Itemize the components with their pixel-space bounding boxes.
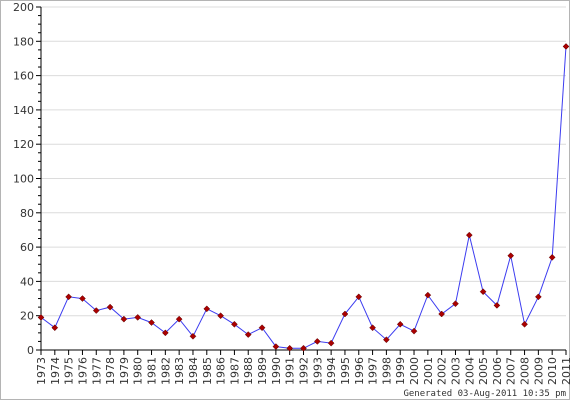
y-tick-label: 40 (20, 275, 34, 288)
data-point-marker (438, 310, 446, 318)
x-tick-label: 2007 (505, 357, 518, 385)
series-line (40, 46, 567, 349)
data-point-marker (521, 320, 528, 328)
data-point-marker (92, 307, 100, 314)
x-tick-label: 1990 (270, 357, 283, 385)
x-tick-label: 2008 (519, 357, 532, 385)
x-tick-labels: 1973 1974 1975 1976 1977 1978 1979 1980 1981 1982… (35, 357, 570, 385)
data-point-marker (548, 254, 556, 261)
data-point-marker (231, 320, 238, 328)
y-tick-label: 100 (13, 173, 34, 186)
data-point-marker (369, 324, 376, 332)
data-point-marker (203, 305, 211, 313)
x-tick-label: 1988 (242, 357, 255, 385)
data-point-marker (272, 343, 280, 350)
y-tick-label: 180 (13, 35, 34, 48)
y-tick-labels: 0 20 40 60 80 100 120 140 160 180 200 (13, 1, 34, 357)
data-point-marker (120, 315, 128, 323)
data-point-marker (383, 336, 390, 344)
x-tick-label: 2003 (449, 357, 462, 385)
x-tick-label: 1982 (159, 357, 172, 385)
data-point-marker (37, 314, 45, 321)
data-point-marker (106, 303, 114, 311)
data-point-marker (452, 300, 459, 308)
x-tick-label: 2001 (422, 357, 435, 385)
x-tick-label: 2009 (532, 357, 545, 385)
data-point-marker (327, 339, 335, 347)
y-tick-label: 60 (20, 241, 34, 254)
x-tick-label: 2004 (463, 357, 476, 385)
axes (36, 6, 567, 355)
data-point-marker (355, 293, 363, 301)
data-point-marker (424, 291, 432, 299)
data-point-marker (148, 319, 155, 326)
x-tick-label: 1976 (76, 357, 89, 385)
data-point-marker (410, 327, 418, 335)
y-tick-label: 140 (13, 104, 34, 117)
data-point-marker (258, 324, 266, 332)
data-point-marker (217, 312, 224, 320)
x-tick-label: 1979 (118, 357, 131, 385)
x-tick-label: 1998 (380, 357, 393, 385)
data-point-marker (286, 344, 294, 352)
x-tick-label: 1993 (311, 357, 324, 385)
data-point-marker (313, 338, 321, 345)
x-tick-label: 1974 (49, 357, 62, 385)
x-tick-label: 1985 (201, 357, 214, 385)
y-tick-label: 160 (13, 70, 34, 83)
x-tick-label: 1994 (325, 357, 338, 385)
data-point-marker (51, 324, 59, 332)
y-tick-label: 20 (20, 310, 34, 323)
x-tick-label: 1996 (353, 357, 366, 385)
x-tick-label: 2005 (477, 357, 490, 385)
x-tick-label: 2011 (560, 357, 570, 385)
x-tick-label: 1975 (63, 357, 76, 385)
data-point-marker (493, 302, 501, 309)
x-tick-label: 1981 (146, 357, 159, 385)
data-point-marker (161, 329, 169, 337)
x-tick-label: 1977 (90, 357, 103, 385)
data-point-marker (244, 331, 252, 338)
gridlines (41, 6, 566, 317)
x-tick-label: 1978 (104, 357, 117, 385)
data-point-marker (134, 314, 142, 321)
data-point-marker (507, 252, 515, 260)
x-tick-label: 2010 (546, 357, 559, 385)
x-tick-label: 1999 (394, 357, 407, 385)
y-tick-label: 0 (27, 344, 34, 357)
x-tick-label: 2000 (408, 357, 421, 385)
x-tick-label: 2006 (491, 357, 504, 385)
x-tick-label: 1995 (339, 357, 352, 385)
x-tick-label: 1986 (215, 357, 228, 385)
x-tick-label: 1997 (367, 357, 380, 385)
data-point-marker (535, 293, 542, 301)
data-point-marker (79, 295, 86, 302)
y-tick-label: 80 (20, 207, 34, 220)
x-tick-label: 1989 (256, 357, 269, 385)
data-point-marker (479, 288, 487, 296)
x-tick-label: 1973 (35, 357, 48, 385)
x-tick-label: 2002 (436, 357, 449, 385)
data-point-marker (189, 332, 197, 340)
data-point-marker (341, 310, 349, 318)
generated-timestamp: Generated 03-Aug-2011 10:35 pm (403, 389, 566, 399)
x-tick-label: 1983 (173, 357, 186, 385)
x-tick-label: 1987 (228, 357, 241, 385)
data-point-marker (562, 43, 570, 50)
x-tick-label: 1980 (132, 357, 145, 385)
data-point-marker (465, 231, 473, 239)
data-point-marker (65, 293, 72, 301)
y-tick-label: 200 (13, 1, 34, 14)
series-layer (37, 43, 570, 352)
data-point-marker (175, 315, 183, 323)
x-tick-label: 1992 (298, 357, 311, 385)
y-tick-label: 120 (13, 138, 34, 151)
data-point-marker (300, 344, 307, 352)
x-tick-label: 1991 (284, 357, 297, 385)
data-point-marker (396, 320, 404, 328)
x-tick-label: 1984 (187, 357, 200, 385)
